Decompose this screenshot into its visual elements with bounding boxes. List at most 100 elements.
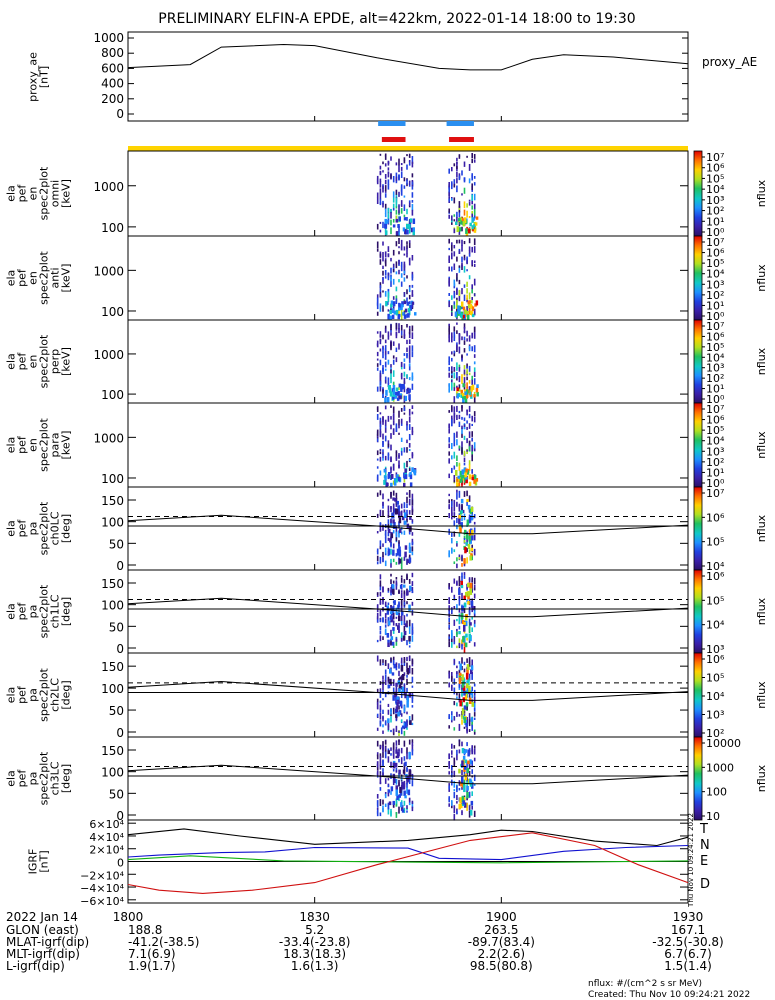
spectrogram-cell <box>453 780 456 788</box>
spectrogram-cell <box>473 704 476 711</box>
spectrogram-cell <box>461 226 463 232</box>
spectrogram-cell <box>453 417 456 424</box>
spectrogram-cell <box>463 424 466 427</box>
spectrogram-cell <box>387 802 390 810</box>
spectrogram-core-cell <box>466 791 469 799</box>
spectrogram-cell <box>411 801 414 809</box>
spectrogram-cell <box>466 548 468 552</box>
spectrogram-cell <box>458 210 461 218</box>
spectrogram-core-cell <box>404 795 407 799</box>
ytick-label-pa: 150 <box>101 660 124 674</box>
spectrogram-core-cell <box>469 778 472 784</box>
spectrogram-cell <box>387 505 390 512</box>
spectrogram-cell <box>411 200 414 203</box>
spectrogram-cell <box>382 451 384 455</box>
spectrogram-core-cell <box>469 304 473 309</box>
spectrogram-core-cell <box>465 231 469 237</box>
spectrogram-cell <box>461 221 463 225</box>
ytick-label-energy: 100 <box>101 472 124 486</box>
spectrogram-core-cell <box>466 785 469 791</box>
spectrogram-cell <box>448 372 450 378</box>
spectrogram-cell <box>387 161 390 166</box>
spectrogram-cell <box>461 515 463 521</box>
spectrogram-cells-3 <box>376 322 479 404</box>
spectrogram-cell <box>468 413 471 419</box>
igrf-legend-N: N <box>700 838 710 853</box>
spectrogram-cell <box>398 677 400 682</box>
spectrogram-cell <box>382 799 384 805</box>
spectrogram-cell <box>453 578 456 584</box>
spectrogram-cell <box>387 587 390 591</box>
spectrogram-cell <box>451 443 453 449</box>
spectrogram-cell <box>400 727 403 735</box>
spectrogram-cell <box>456 308 458 313</box>
aux-row-value: 6.7(6.7) <box>664 947 712 961</box>
spectrogram-cell <box>390 372 392 379</box>
spectrogram-core-cell <box>408 635 411 642</box>
spectrogram-cell <box>379 303 382 309</box>
spectrogram-cell <box>384 560 387 567</box>
panel-frame-energy-4 <box>127 402 689 488</box>
spectrogram-cell <box>379 635 382 642</box>
ylabel-pa-7-line-1: pef <box>16 685 29 704</box>
spectrogram-cell <box>395 641 398 646</box>
spectrogram-core-cell <box>464 391 467 396</box>
spectrogram-core-cell <box>408 770 412 777</box>
spectrogram-cell <box>382 440 384 447</box>
spectrogram-cell <box>451 630 453 636</box>
spectrogram-cell <box>461 556 463 562</box>
spectrogram-cell <box>390 341 392 347</box>
spectrogram-cell <box>463 575 466 579</box>
aux-row-value: 1.5(1.4) <box>664 959 712 973</box>
spectrogram-cell <box>387 531 390 537</box>
spectrogram-cell <box>403 672 406 676</box>
spectrogram-cell <box>411 635 414 642</box>
spectrogram-cell <box>395 688 398 694</box>
spectrogram-cell <box>463 284 466 288</box>
spectrogram-core-cell <box>392 389 396 395</box>
spectrogram-core-cell <box>388 385 391 390</box>
spectrogram-cell <box>384 537 387 544</box>
spectrogram-cell <box>461 701 463 706</box>
panel-frame-energy-2 <box>127 235 689 321</box>
spectrogram-cell <box>458 683 461 687</box>
spectrogram-cell <box>471 431 473 437</box>
spectrogram-core-cell <box>463 467 467 471</box>
spectrogram-cell <box>403 509 406 513</box>
spectrogram-cell <box>382 715 384 722</box>
spectrogram-cell <box>395 537 398 542</box>
spectrogram-cell <box>451 538 453 544</box>
spectrogram-cell <box>468 216 471 219</box>
spectrogram-cell <box>403 395 406 403</box>
spectrogram-cell <box>451 382 453 389</box>
spectrogram-core-cell <box>390 300 394 305</box>
blue-segment-bar <box>378 121 406 126</box>
spectrogram-cell <box>466 779 468 787</box>
loss-cone-line <box>127 597 689 618</box>
spectrogram-cell <box>411 590 414 593</box>
spectrogram-core-cell <box>476 384 479 388</box>
spectrogram-cell <box>473 707 476 712</box>
spectrogram-core-cell <box>403 584 406 588</box>
spectrogram-core-cell <box>466 668 469 675</box>
spectrogram-cell <box>398 806 400 814</box>
spectrogram-cell <box>411 775 414 781</box>
ylabel-pa-7-line-4: ch2LC <box>49 678 62 712</box>
spectrogram-cell <box>456 299 458 307</box>
spectrogram-core-cell <box>458 309 461 314</box>
spectrogram-cell <box>408 160 411 163</box>
spectrogram-cell <box>379 591 382 597</box>
spectrogram-cell <box>387 351 390 355</box>
spectrogram-cell <box>473 757 476 762</box>
spectrogram-cell <box>400 208 403 214</box>
colorbar-tick-label: 10² <box>706 205 724 218</box>
spectrogram-cell <box>403 185 406 189</box>
spectrogram-cell <box>471 153 473 159</box>
spectrogram-cell <box>403 625 406 633</box>
ytick-label-pa: 0 <box>116 809 124 823</box>
spectrogram-cell <box>461 336 463 341</box>
spectrogram-cell <box>387 179 390 185</box>
spectrogram-core-cell <box>465 228 468 234</box>
spectrogram-cell <box>411 493 414 500</box>
spectrogram-cell <box>473 593 476 599</box>
